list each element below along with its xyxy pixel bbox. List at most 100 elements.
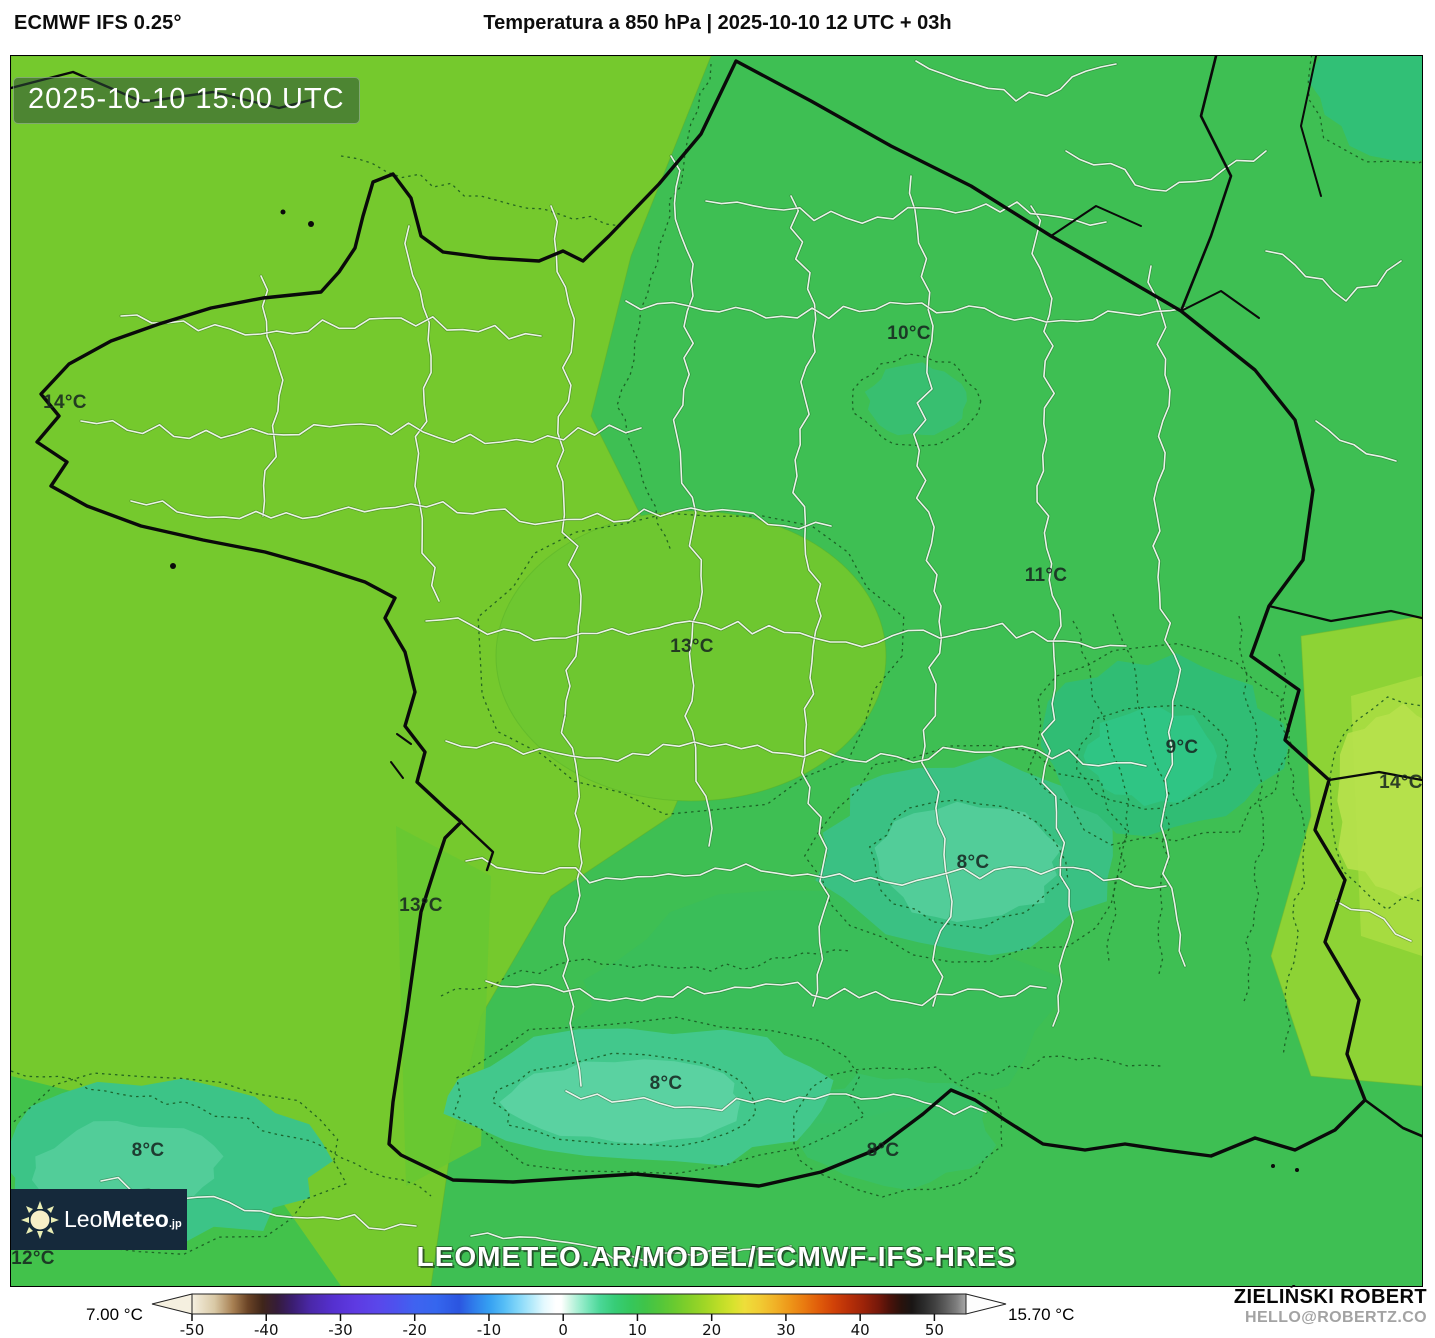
department-border	[470, 1232, 792, 1263]
isotherm-contour	[851, 353, 982, 447]
re-oleron-islands	[390, 733, 412, 779]
department-border	[915, 60, 1117, 102]
isotherm-contour	[11, 1070, 432, 1197]
department-border	[705, 200, 1107, 226]
logo-text-suffix: .jp	[168, 1218, 182, 1230]
temperature-cell	[1337, 703, 1422, 898]
department-border	[550, 205, 582, 717]
colorbar-left-arrow	[151, 1293, 193, 1315]
swiss-italy-border	[1327, 770, 1422, 782]
temp-label: 12°C	[11, 1248, 55, 1269]
colorbar-tick-label: 20	[702, 1321, 721, 1338]
gironde-estuary	[459, 820, 495, 872]
department-border	[485, 980, 1047, 1007]
temp-label: 8°C	[131, 1140, 165, 1161]
department-border	[789, 195, 830, 1007]
colorbar-tick-label: 30	[776, 1321, 795, 1338]
swiss-border-east	[1267, 604, 1422, 623]
isotherm-contour	[1307, 56, 1422, 164]
department-border	[1315, 420, 1397, 462]
isotherm-contour	[491, 1052, 757, 1148]
channel-island	[308, 221, 314, 227]
department-border	[445, 740, 1147, 767]
department-border	[80, 419, 642, 445]
department-border	[1030, 205, 1074, 1027]
site-watermark: LEOMETEO.AR/MODEL/ECMWF-IFS-HRES	[416, 1241, 1017, 1272]
temp-label: 9°C	[1165, 737, 1199, 758]
med-island	[1295, 1168, 1299, 1172]
isotherm-contour	[803, 744, 1128, 963]
model-label: ECMWF IFS 0.25°	[14, 12, 182, 34]
isotherm-contour	[1027, 642, 1294, 846]
temp-label: 11°C	[1024, 565, 1068, 586]
germany-border	[1179, 56, 1233, 313]
colorbar-tick-label: -30	[328, 1321, 353, 1338]
isotherm-contour	[960, 1055, 1162, 1082]
temperature-cell	[874, 801, 1063, 922]
department-border	[625, 300, 1187, 323]
department-border	[1265, 250, 1402, 302]
colorbar-tick-label: -20	[402, 1321, 427, 1338]
department-border	[120, 314, 542, 340]
author-credit: ZIELIŃSKI ROBERT HELLO@ROBERTZ.CO	[1234, 1286, 1427, 1327]
department-border	[260, 275, 284, 517]
logo-text-light: Leo	[64, 1206, 103, 1232]
map-canvas: 2025-10-10 15:00 UTC 14°C 10°C 11°C 13°C 9°C…	[10, 55, 1423, 1287]
isotherm-contour	[440, 949, 852, 997]
colorbar-tick-label: 10	[628, 1321, 647, 1338]
colorbar-tick-label: 0	[558, 1321, 568, 1338]
channel-island	[280, 209, 286, 215]
logo-wordmark: LeoMeteo.jp	[64, 1206, 182, 1233]
department-border	[1147, 265, 1186, 967]
isotherm-contour	[1238, 615, 1265, 1005]
scale-min-value: 7.00 °C	[86, 1305, 143, 1324]
isotherm-contour	[793, 1066, 1003, 1198]
temp-label: 8°C	[956, 852, 990, 873]
isotherm-contour	[1076, 704, 1232, 810]
department-border	[425, 617, 1127, 650]
department-border	[404, 225, 440, 602]
ligurian-coast	[1363, 1098, 1422, 1138]
department-border	[670, 155, 713, 847]
department-border	[565, 1090, 987, 1116]
temperature-colorbar: -50 -40 -30 -20 -10 0 10 20 30 40 50	[151, 1293, 1007, 1338]
department-border	[465, 857, 1167, 890]
logo-text-bold: Meteo	[102, 1206, 169, 1232]
scale-max-value: 15.70 °C	[1008, 1305, 1075, 1324]
temp-label: 10°C	[887, 323, 931, 344]
colorbar-ticks: -50 -40 -30 -20 -10 0 10 20 30 40 50	[180, 1314, 944, 1338]
temp-label: 13°C	[399, 895, 443, 916]
sun-icon	[21, 1200, 59, 1239]
author-contact: HELLO@ROBERTZ.CO	[1245, 1309, 1427, 1326]
isotherm-contour	[452, 1016, 866, 1175]
department-border	[1065, 150, 1267, 192]
med-island	[1271, 1164, 1275, 1168]
colorbar-tick-label: -40	[254, 1321, 278, 1338]
isotherm-contour	[1278, 653, 1307, 1057]
colorbar-right-arrow	[965, 1293, 1007, 1315]
luxembourg-border	[1180, 290, 1260, 319]
colorbar-tick-label: 40	[851, 1321, 870, 1338]
belgium-internal-border	[1050, 205, 1142, 237]
rhine-border	[1300, 56, 1322, 197]
isotherm-contour	[477, 512, 905, 816]
colorbar-tick-label: -50	[180, 1321, 205, 1338]
temp-label: 13°C	[670, 636, 714, 657]
leometeo-logo: LeoMeteo.jp	[11, 1189, 187, 1250]
temp-label: 8°C	[866, 1140, 900, 1161]
page-title: Temperatura a 850 hPa | 2025-10-10 12 UT…	[483, 12, 952, 34]
temperature-cell	[864, 362, 967, 436]
temperature-map	[11, 56, 1422, 1286]
department-border	[560, 715, 583, 1087]
temp-label: 14°C	[1379, 772, 1423, 793]
author-name: ZIELIŃSKI ROBERT	[1233, 1286, 1427, 1308]
temperature-cell	[1083, 707, 1218, 807]
temp-label: 14°C	[43, 392, 87, 413]
department-border	[130, 500, 832, 530]
temperature-cell	[1308, 56, 1422, 161]
temp-label: 8°C	[649, 1073, 683, 1094]
colorbar-tick-label: 50	[925, 1321, 944, 1338]
department-border	[1335, 900, 1412, 942]
timestamp-badge: 2025-10-10 15:00 UTC	[13, 77, 360, 124]
